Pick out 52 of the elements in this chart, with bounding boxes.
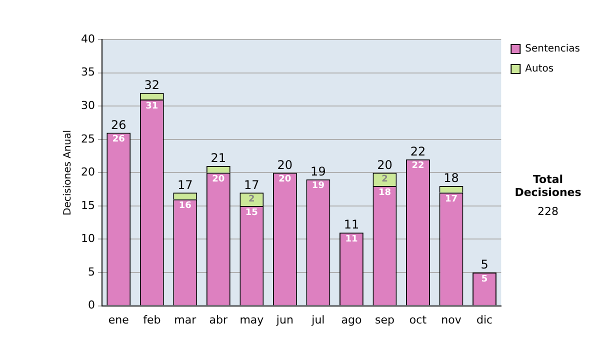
total-label: 20 bbox=[377, 158, 392, 172]
x-tick-label: abr bbox=[209, 313, 228, 326]
x-tick-label: ene bbox=[108, 313, 130, 326]
y-tick-label: 5 bbox=[88, 265, 95, 278]
data-label: 2 bbox=[248, 194, 255, 205]
x-tick-label: ago bbox=[341, 313, 362, 326]
data-label: 20 bbox=[212, 174, 225, 185]
total-label: 17 bbox=[178, 178, 193, 192]
y-tick-label: 30 bbox=[80, 99, 95, 112]
data-label: 18 bbox=[378, 188, 391, 198]
data-label: 26 bbox=[112, 134, 125, 145]
total-label: 32 bbox=[144, 78, 160, 92]
data-label: 2 bbox=[382, 174, 388, 185]
data-label: 16 bbox=[178, 201, 192, 212]
x-tick-label: nov bbox=[441, 313, 462, 326]
text: Total Decisiones bbox=[514, 173, 582, 199]
x-tick-label: dic bbox=[476, 313, 493, 326]
y-tick-label: 10 bbox=[80, 232, 95, 246]
x-tick-label: may bbox=[240, 313, 264, 326]
total-label: 18 bbox=[444, 171, 459, 186]
legend-label: Autos bbox=[525, 64, 554, 75]
y-tick-label: 15 bbox=[80, 198, 95, 212]
y-tick-label: 0 bbox=[88, 298, 95, 312]
data-label: 11 bbox=[345, 234, 358, 244]
total-label: 19 bbox=[310, 164, 326, 178]
x-tick-label: jul bbox=[310, 313, 325, 326]
y-tick-label: 20 bbox=[80, 166, 95, 179]
data-label: 5 bbox=[481, 274, 488, 284]
x-tick-label: jun bbox=[275, 313, 294, 326]
total-label: 20 bbox=[277, 158, 293, 172]
text: 228 bbox=[536, 205, 560, 218]
total-label: 26 bbox=[110, 118, 126, 132]
x-tick-label: sep bbox=[374, 313, 394, 326]
y-tick-label: 40 bbox=[80, 32, 95, 46]
data-label: 15 bbox=[245, 208, 258, 218]
total-label: 11 bbox=[344, 218, 360, 232]
x-tick-label: feb bbox=[143, 313, 161, 326]
data-label: 22 bbox=[412, 161, 424, 172]
total-label: 22 bbox=[410, 144, 426, 159]
total-label: 21 bbox=[210, 151, 226, 166]
x-tick-label: mar bbox=[174, 313, 197, 326]
data-label: 17 bbox=[444, 194, 458, 205]
x-tick-label: oct bbox=[409, 313, 428, 326]
data-label: 19 bbox=[312, 181, 324, 192]
data-label: 31 bbox=[146, 101, 158, 112]
total-label: 17 bbox=[244, 178, 260, 192]
total-label: 5 bbox=[480, 258, 488, 272]
y-tick-label: 25 bbox=[80, 132, 95, 146]
y-axis-title: Decisiones Anual bbox=[62, 130, 74, 216]
data-label: 20 bbox=[278, 174, 292, 185]
legend-label: Sentencias bbox=[525, 44, 580, 55]
y-tick-label: 35 bbox=[80, 66, 95, 79]
